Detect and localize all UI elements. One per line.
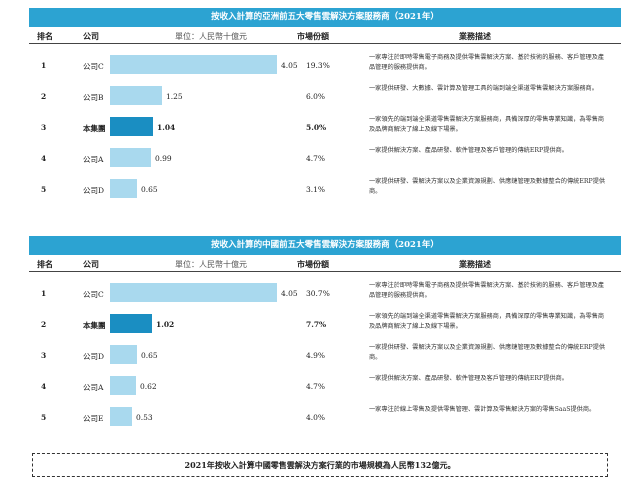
description-cell: 一家領先的端到端全渠道零售雲解決方案服務商，具備深厚的零售專業知識，為零售商及品… — [369, 313, 605, 330]
revenue-bar — [110, 55, 277, 74]
company-cell: 公司C — [83, 290, 104, 299]
share-cell: 6.0% — [306, 92, 326, 101]
share-cell: 7.7% — [306, 320, 327, 329]
rank-header: 排名 — [37, 259, 53, 269]
revenue-bar — [110, 345, 137, 364]
rank-cell: 1 — [41, 289, 47, 298]
rank-cell: 4 — [41, 382, 47, 391]
rank-cell: 5 — [41, 185, 47, 194]
company-header: 公司 — [83, 31, 99, 41]
market-size-note: 2021年按收入計算中國零售雲解決方案行業的市場規模為人民幣132億元。 — [32, 453, 608, 477]
rank-cell: 3 — [41, 351, 47, 360]
revenue-value: 1.25 — [166, 92, 183, 101]
description-cell: 一家專注於即時零售電子商務及提供零售雲解決方案、基於技術的服務、客戶管理及產品管… — [369, 54, 605, 71]
china-table: 按收入計算的中國前五大零售雲解決方案服務商（2021年） 排名 公司 單位：人民… — [29, 236, 621, 432]
china-table-title: 按收入計算的中國前五大零售雲解決方案服務商（2021年） — [29, 236, 621, 255]
share-cell: 4.7% — [306, 154, 326, 163]
desc-header: 業務描述 — [459, 31, 491, 41]
unit-header: 單位：人民幣十億元 — [175, 32, 247, 41]
company-cell: 公司E — [83, 414, 104, 423]
revenue-bar — [110, 179, 137, 198]
company-cell: 公司D — [83, 352, 105, 361]
rank-cell: 4 — [41, 154, 47, 163]
description-cell: 一家領先的端到端全渠道零售雲解決方案服務商，具備深厚的零售專業知識，為零售商及品… — [369, 116, 605, 133]
description-cell: 一家提供解決方案、產品研發、軟件管理及客戶管理的傳統ERP提供商。 — [369, 147, 568, 154]
rank-cell: 5 — [41, 413, 47, 422]
description-cell: 一家提供研發、大數據、雲計算及管理工具的端到端全渠道零售雲解決方案服務商。 — [369, 85, 598, 92]
revenue-value: 1.02 — [156, 320, 175, 329]
table-row: 4 公司A 0.99 4.7% 一家提供解決方案、產品研發、軟件管理及客戶管理的傳統ER… — [29, 143, 621, 174]
share-cell: 4.7% — [306, 382, 326, 391]
share-cell: 19.3% — [306, 61, 330, 70]
desc-header: 業務描述 — [459, 259, 491, 269]
revenue-value: 0.65 — [141, 185, 158, 194]
table-row: 3 公司D 0.65 4.9% 一家提供研發、雲解決方案以及企業資源規劃、供應鏈管理及數… — [29, 340, 621, 371]
table-row: 4 公司A 0.62 4.7% 一家提供解決方案、產品研發、軟件管理及客戶管理的傳統ER… — [29, 371, 621, 402]
revenue-value: 0.53 — [136, 413, 153, 422]
rank-cell: 2 — [41, 320, 47, 329]
share-cell: 30.7% — [306, 289, 330, 298]
revenue-bar — [110, 86, 162, 105]
revenue-bar — [110, 376, 136, 395]
asia-table-title: 按收入計算的亞洲前五大零售雲解決方案服務商（2021年） — [29, 8, 621, 27]
company-cell: 公司B — [83, 93, 104, 102]
company-cell: 本集團 — [83, 124, 106, 133]
revenue-value: 1.04 — [157, 123, 176, 132]
share-cell: 5.0% — [306, 123, 327, 132]
company-cell: 本集團 — [83, 321, 106, 330]
revenue-bar — [110, 117, 153, 136]
share-cell: 4.0% — [306, 413, 326, 422]
unit-header: 單位：人民幣十億元 — [175, 260, 247, 269]
company-cell: 公司A — [83, 383, 104, 392]
table-row: 2 公司B 1.25 6.0% 一家提供研發、大數據、雲計算及管理工具的端到端全渠道零售… — [29, 81, 621, 112]
revenue-value: 4.05 — [281, 61, 298, 70]
china-table-header: 排名 公司 單位：人民幣十億元 市場份額 業務描述 — [29, 255, 621, 272]
share-cell: 4.9% — [306, 351, 326, 360]
asia-table-rows: 1 公司C 4.05 19.3% 一家專注於即時零售電子商務及提供零售雲解決方案、基於技… — [29, 44, 621, 204]
company-cell: 公司C — [83, 62, 104, 71]
revenue-bar — [110, 407, 132, 426]
description-cell: 一家專注於線上零售及提供零售管理、雲計算及零售解決方案的零售SaaS提供商。 — [369, 406, 596, 413]
description-cell: 一家專注於即時零售電子商務及提供零售雲解決方案、基於技術的服務、客戶管理及產品管… — [369, 282, 605, 299]
share-cell: 3.1% — [306, 185, 326, 194]
table-row: 5 公司D 0.65 3.1% 一家提供研發、雲解決方案以及企業資源規劃、供應鏈管理及數… — [29, 174, 621, 205]
asia-table-header: 排名 公司 單位：人民幣十億元 市場份額 業務描述 — [29, 27, 621, 44]
revenue-value: 0.65 — [141, 351, 158, 360]
description-cell: 一家提供研發、雲解決方案以及企業資源規劃、供應鏈管理及數據整合的傳統ERP提供商… — [369, 344, 606, 361]
revenue-bar — [110, 283, 277, 302]
table-row: 2 本集團 1.02 7.7% 一家領先的端到端全渠道零售雲解決方案服務商，具備深厚的零… — [29, 309, 621, 340]
table-row: 3 本集團 1.04 5.0% 一家領先的端到端全渠道零售雲解決方案服務商，具備深厚的零… — [29, 112, 621, 143]
asia-table: 按收入計算的亞洲前五大零售雲解決方案服務商（2021年） 排名 公司 單位：人民… — [29, 8, 621, 204]
rank-header: 排名 — [37, 31, 53, 41]
company-cell: 公司D — [83, 186, 105, 195]
china-table-rows: 1 公司C 4.05 30.7% 一家專注於即時零售電子商務及提供零售雲解決方案、基於技… — [29, 272, 621, 432]
table-row: 1 公司C 4.05 30.7% 一家專注於即時零售電子商務及提供零售雲解決方案、基於技… — [29, 278, 621, 309]
company-header: 公司 — [83, 259, 99, 269]
revenue-value: 4.05 — [281, 289, 298, 298]
rank-cell: 1 — [41, 61, 47, 70]
share-header: 市場份額 — [297, 31, 329, 41]
description-cell: 一家提供解決方案、產品研發、軟件管理及客戶管理的傳統ERP提供商。 — [369, 375, 568, 382]
table-row: 5 公司E 0.53 4.0% 一家專注於線上零售及提供零售管理、雲計算及零售解決方案的… — [29, 402, 621, 433]
revenue-bar — [110, 148, 151, 167]
company-cell: 公司A — [83, 155, 104, 164]
revenue-value: 0.62 — [140, 382, 157, 391]
revenue-value: 0.99 — [155, 154, 172, 163]
description-cell: 一家提供研發、雲解決方案以及企業資源規劃、供應鏈管理及數據整合的傳統ERP提供商… — [369, 178, 606, 195]
revenue-bar — [110, 314, 152, 333]
rank-cell: 3 — [41, 123, 47, 132]
rank-cell: 2 — [41, 92, 47, 101]
table-row: 1 公司C 4.05 19.3% 一家專注於即時零售電子商務及提供零售雲解決方案、基於技… — [29, 50, 621, 81]
share-header: 市場份額 — [297, 259, 329, 269]
